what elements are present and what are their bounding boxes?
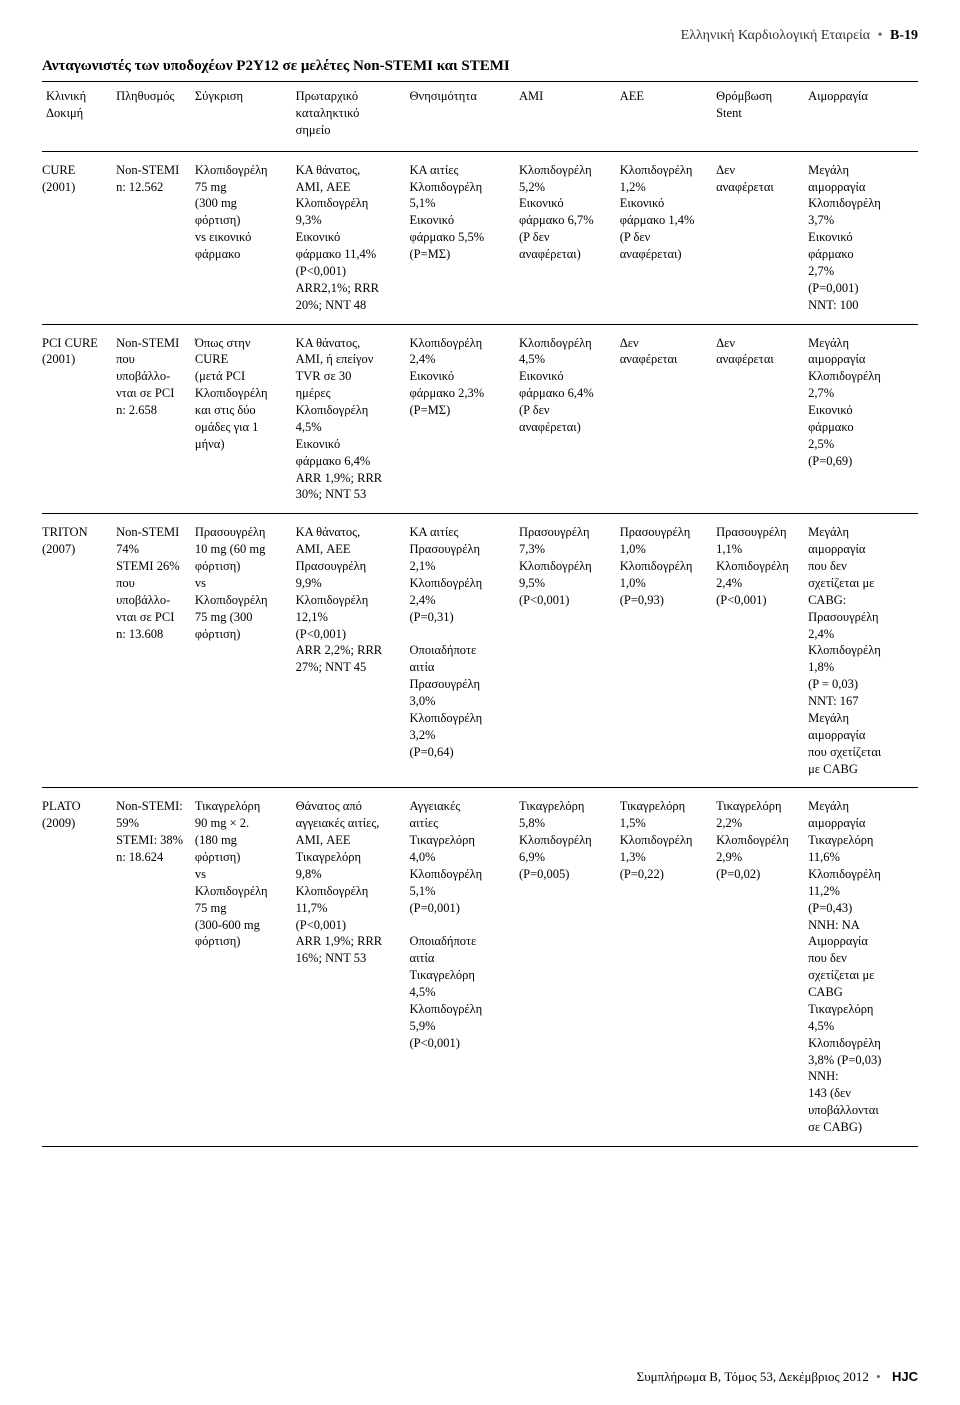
- cell-0-7: Δεν αναφέρεται: [712, 151, 804, 324]
- col-header-3: Πρωταρχικό καταληκτικό σημείο: [292, 82, 406, 152]
- cell-2-0: TRITON (2007): [42, 514, 112, 788]
- cell-0-2: Κλοπιδογρέλη 75 mg (300 mg φόρτιση) vs ε…: [191, 151, 292, 324]
- cell-3-4: Αγγειακές αιτίες Τικαγρελόρη 4,0% Κλοπιδ…: [406, 788, 516, 1147]
- header-page-number: B-19: [890, 28, 918, 43]
- cell-1-4: Κλοπιδογρέλη 2,4% Εικονικό φάρμακο 2,3% …: [406, 324, 516, 514]
- col-header-8: Αιμορραγία: [804, 82, 918, 152]
- col-header-0: Κλινική Δοκιμή: [42, 82, 112, 152]
- cell-2-5: Πρασουγρέλη 7,3% Κλοπιδογρέλη 9,5% (P<0,…: [515, 514, 616, 788]
- footer-brand: HJC: [888, 1369, 918, 1384]
- table-row: PLATO (2009)Non-STEMI: 59% STEMI: 38% n:…: [42, 788, 918, 1147]
- cell-2-3: ΚΑ θάνατος, AMI, ΑΕΕ Πρασουγρέλη 9,9% Κλ…: [292, 514, 406, 788]
- cell-0-8: Μεγάλη αιμορραγία Κλοπιδογρέλη 3,7% Εικο…: [804, 151, 918, 324]
- table-title: Ανταγωνιστές των υποδοχέων P2Y12 σε μελέ…: [42, 58, 918, 75]
- table-row: TRITON (2007)Non-STEMI 74% STEMI 26% που…: [42, 514, 918, 788]
- cell-0-4: ΚΑ αιτίες Κλοπιδογρέλη 5,1% Εικονικό φάρ…: [406, 151, 516, 324]
- cell-3-2: Τικαγρελόρη 90 mg × 2. (180 mg φόρτιση) …: [191, 788, 292, 1147]
- cell-1-7: Δεν αναφέρεται: [712, 324, 804, 514]
- table-row: CURE (2001)Non-STEMI n: 12.562Κλοπιδογρέ…: [42, 151, 918, 324]
- col-header-5: ΑΜΙ: [515, 82, 616, 152]
- cell-0-6: Κλοπιδογρέλη 1,2% Εικονικό φάρμακο 1,4% …: [616, 151, 712, 324]
- cell-1-8: Μεγάλη αιμορραγία Κλοπιδογρέλη 2,7% Εικο…: [804, 324, 918, 514]
- col-header-6: ΑΕΕ: [616, 82, 712, 152]
- cell-2-4: ΚΑ αιτίες Πρασουγρέλη 2,1% Κλοπιδογρέλη …: [406, 514, 516, 788]
- cell-2-8: Μεγάλη αιμορραγία που δεν σχετίζεται με …: [804, 514, 918, 788]
- cell-3-1: Non-STEMI: 59% STEMI: 38% n: 18.624: [112, 788, 191, 1147]
- cell-2-2: Πρασουγρέλη 10 mg (60 mg φόρτιση) vs Κλο…: [191, 514, 292, 788]
- header-org: Ελληνική Καρδιολογική Εταιρεία: [681, 28, 870, 43]
- cell-3-6: Τικαγρελόρη 1,5% Κλοπιδογρέλη 1,3% (P=0,…: [616, 788, 712, 1147]
- table-header-row: Κλινική ΔοκιμήΠληθυσμόςΣύγκρισηΠρωταρχικ…: [42, 82, 918, 152]
- cell-0-5: Κλοπιδογρέλη 5,2% Εικονικό φάρμακο 6,7% …: [515, 151, 616, 324]
- cell-1-1: Non-STEMI που υποβάλλο- νται σε PCI n: 2…: [112, 324, 191, 514]
- cell-3-8: Μεγάλη αιμορραγία Τικαγρελόρη 11,6% Κλοπ…: [804, 788, 918, 1147]
- header-separator: •: [874, 28, 887, 43]
- cell-0-0: CURE (2001): [42, 151, 112, 324]
- cell-1-2: Όπως στην CURE (μετά PCI Κλοπιδογρέλη κα…: [191, 324, 292, 514]
- footer-text: Συμπλήρωμα B, Τόμος 53, Δεκέμβριος 2012: [637, 1369, 869, 1384]
- col-header-4: Θνησιμότητα: [406, 82, 516, 152]
- cell-0-3: ΚΑ θάνατος, AMI, ΑΕΕ Κλοπιδογρέλη 9,3% Ε…: [292, 151, 406, 324]
- cell-1-5: Κλοπιδογρέλη 4,5% Εικονικό φάρμακο 6,4% …: [515, 324, 616, 514]
- cell-3-5: Τικαγρελόρη 5,8% Κλοπιδογρέλη 6,9% (P=0,…: [515, 788, 616, 1147]
- cell-3-0: PLATO (2009): [42, 788, 112, 1147]
- col-header-1: Πληθυσμός: [112, 82, 191, 152]
- cell-3-7: Τικαγρελόρη 2,2% Κλοπιδογρέλη 2,9% (P=0,…: [712, 788, 804, 1147]
- cell-1-6: Δεν αναφέρεται: [616, 324, 712, 514]
- cell-3-3: Θάνατος από αγγειακές αιτίες, AMI, ΑΕΕ Τ…: [292, 788, 406, 1147]
- cell-0-1: Non-STEMI n: 12.562: [112, 151, 191, 324]
- cell-1-3: ΚΑ θάνατος, AMI, ή επείγον TVR σε 30 ημέ…: [292, 324, 406, 514]
- col-header-7: Θρόμβωση Stent: [712, 82, 804, 152]
- page-header: Ελληνική Καρδιολογική Εταιρεία • B-19: [42, 28, 918, 44]
- col-header-2: Σύγκριση: [191, 82, 292, 152]
- page-footer: Συμπλήρωμα B, Τόμος 53, Δεκέμβριος 2012 …: [637, 1369, 918, 1385]
- cell-2-6: Πρασουγρέλη 1,0% Κλοπιδογρέλη 1,0% (P=0,…: [616, 514, 712, 788]
- trials-table: Κλινική ΔοκιμήΠληθυσμόςΣύγκρισηΠρωταρχικ…: [42, 81, 918, 1147]
- cell-2-1: Non-STEMI 74% STEMI 26% που υποβάλλο- ντ…: [112, 514, 191, 788]
- cell-2-7: Πρασουγρέλη 1,1% Κλοπιδογρέλη 2,4% (P<0,…: [712, 514, 804, 788]
- footer-separator: •: [872, 1369, 885, 1384]
- table-row: PCI CURE (2001)Non-STEMI που υποβάλλο- ν…: [42, 324, 918, 514]
- cell-1-0: PCI CURE (2001): [42, 324, 112, 514]
